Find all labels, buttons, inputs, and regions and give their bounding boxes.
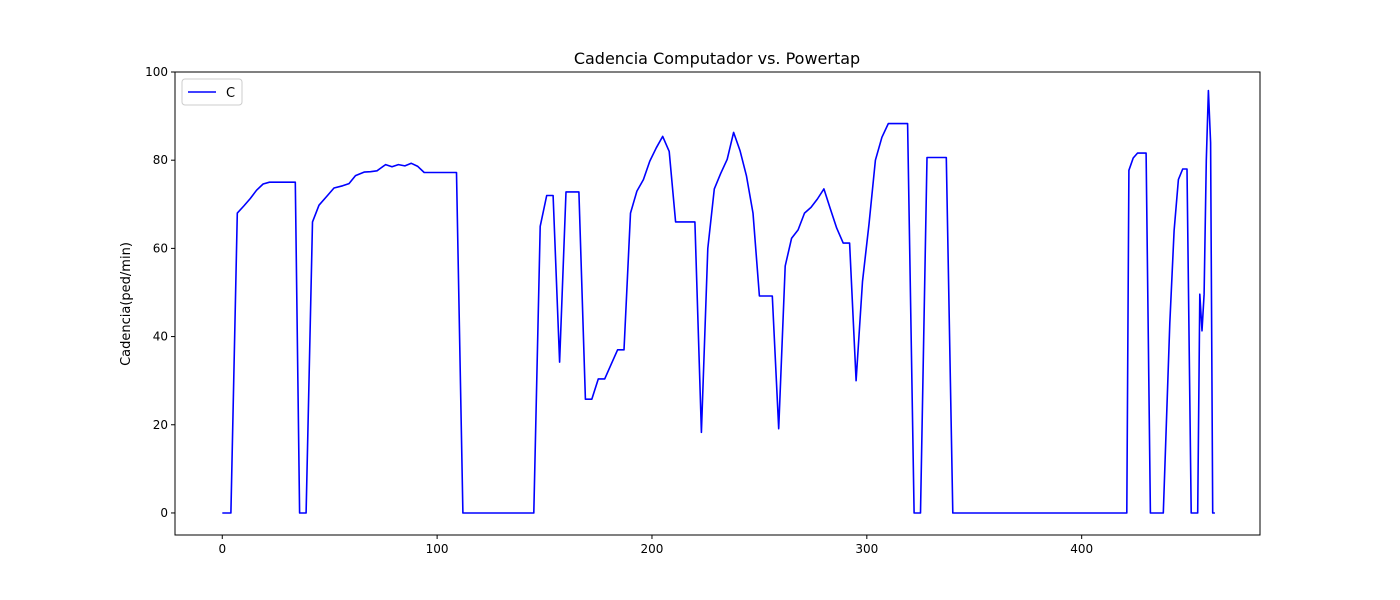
y-tick-label: 100 [145,65,168,79]
legend: C [181,78,243,106]
x-tick-label: 0 [218,542,226,556]
plot-frame [174,71,1261,536]
chart-title: Cadencia Computador vs. Powertap [574,49,860,68]
y-axis-ticks: 0 20 40 60 80 100 [145,65,175,520]
x-axis-ticks: 0 100 200 300 400 [218,535,1093,556]
series-layer [222,89,1215,514]
y-tick-label: 80 [153,153,168,167]
y-tick-label: 60 [153,241,168,255]
y-axis-label: Cadencia(ped/min) [119,242,134,366]
x-tick-label: 100 [426,542,449,556]
x-tick-label: 300 [855,542,878,556]
series-line-0 [222,89,1215,514]
y-tick-label: 40 [153,330,168,344]
y-tick-label: 20 [153,418,168,432]
legend-entry: C [226,86,235,101]
x-tick-label: 200 [641,542,664,556]
y-tick-label: 0 [160,506,168,520]
x-tick-label: 400 [1070,542,1093,556]
